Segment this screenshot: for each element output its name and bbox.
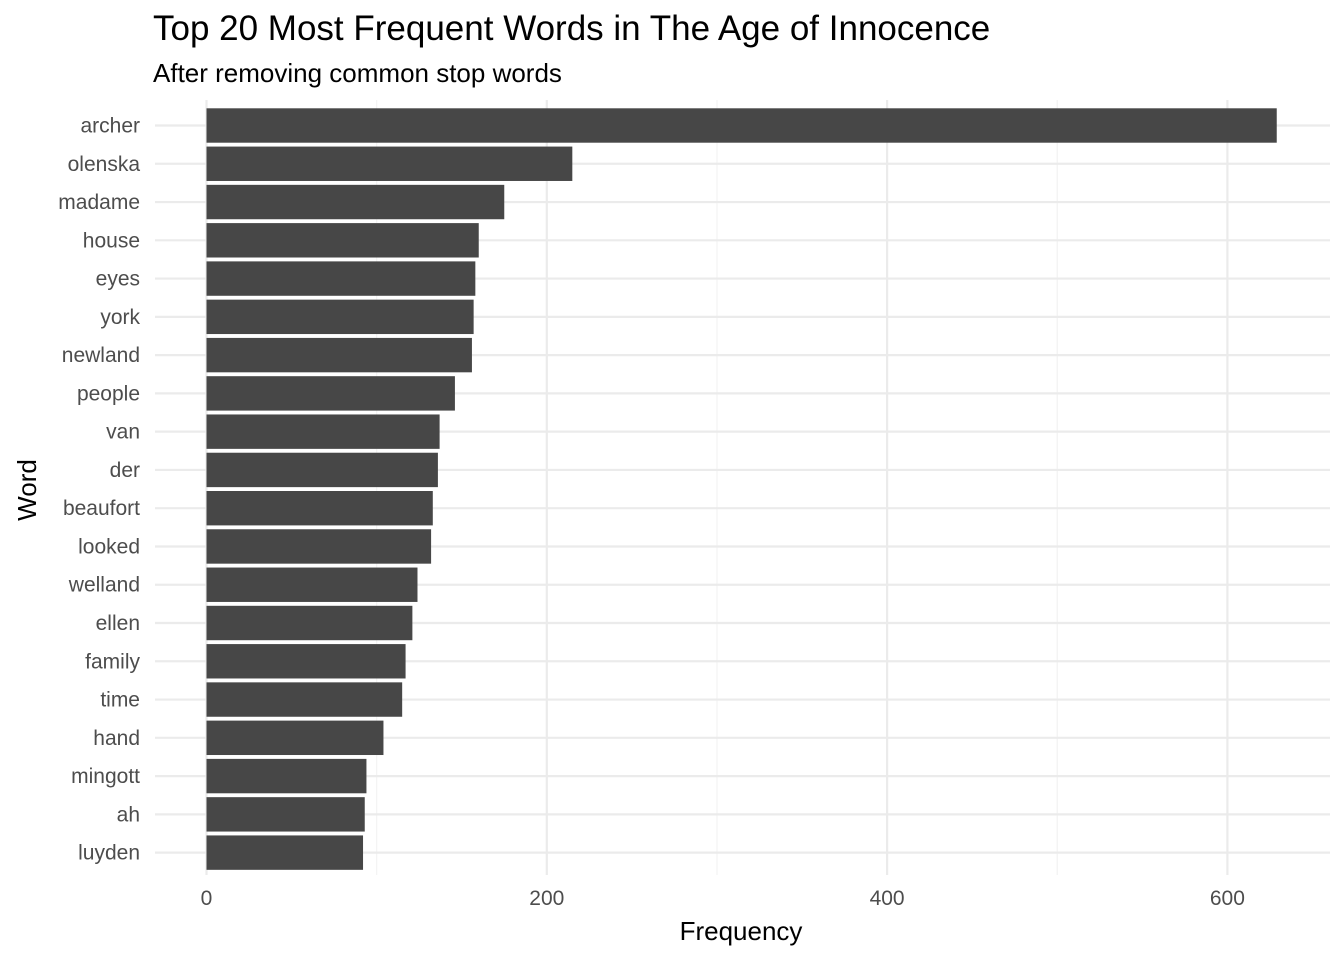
y-axis-title: Word [12,459,42,521]
bar-family [206,644,406,679]
x-tick-label-0: 0 [201,887,213,910]
y-tick-labels: archer olenska madame house eyes york newland p… [58,115,140,865]
x-tick-label-600: 600 [1210,887,1245,910]
y-tick-label-luyden: luyden [78,842,140,865]
y-tick-label-house: house [83,229,140,252]
bar-welland [206,567,418,602]
bar-hand [206,720,384,756]
y-tick-label-hand: hand [93,727,140,750]
bar-ah [206,797,365,832]
bar-madame [206,184,505,220]
bar-house [206,223,479,258]
y-tick-label-ellen: ellen [96,612,140,635]
x-tick-label-200: 200 [529,887,564,910]
bar-luyden [206,835,364,870]
bar-ellen [206,605,413,641]
bar-newland [206,337,472,373]
y-tick-label-family: family [85,650,140,673]
bar-archer [206,108,1277,143]
x-axis-title: Frequency [680,916,803,946]
bar-der [206,452,438,488]
y-tick-label-time: time [100,689,140,712]
y-tick-label-archer: archer [80,115,140,138]
y-tick-label-beaufort: beaufort [63,497,140,520]
y-tick-label-looked: looked [78,535,140,558]
bar-beaufort [206,491,433,526]
y-tick-label-van: van [106,421,140,444]
y-tick-label-eyes: eyes [96,268,140,291]
x-tick-labels: 0 200 400 600 [201,887,1245,910]
y-tick-label-madame: madame [58,191,140,214]
chart-title: Top 20 Most Frequent Words in The Age of… [153,9,990,48]
y-tick-label-people: people [77,382,140,405]
y-tick-label-olenska: olenska [68,153,141,176]
y-tick-label-newland: newland [62,344,140,367]
bar-people [206,376,455,411]
bar-looked [206,529,432,564]
x-tick-label-400: 400 [870,887,905,910]
y-tick-label-york: york [100,306,140,329]
y-tick-label-welland: welland [68,574,140,597]
bar-olenska [206,146,573,181]
bar-york [206,299,474,335]
bar-eyes [206,261,476,296]
y-tick-label-der: der [110,459,140,482]
bar-mingott [206,758,367,794]
chart-subtitle: After removing common stop words [153,58,562,88]
y-tick-label-ah: ah [117,803,140,826]
bars [206,108,1277,870]
bar-time [206,682,403,717]
y-tick-label-mingott: mingott [71,765,140,788]
bar-van [206,414,440,449]
